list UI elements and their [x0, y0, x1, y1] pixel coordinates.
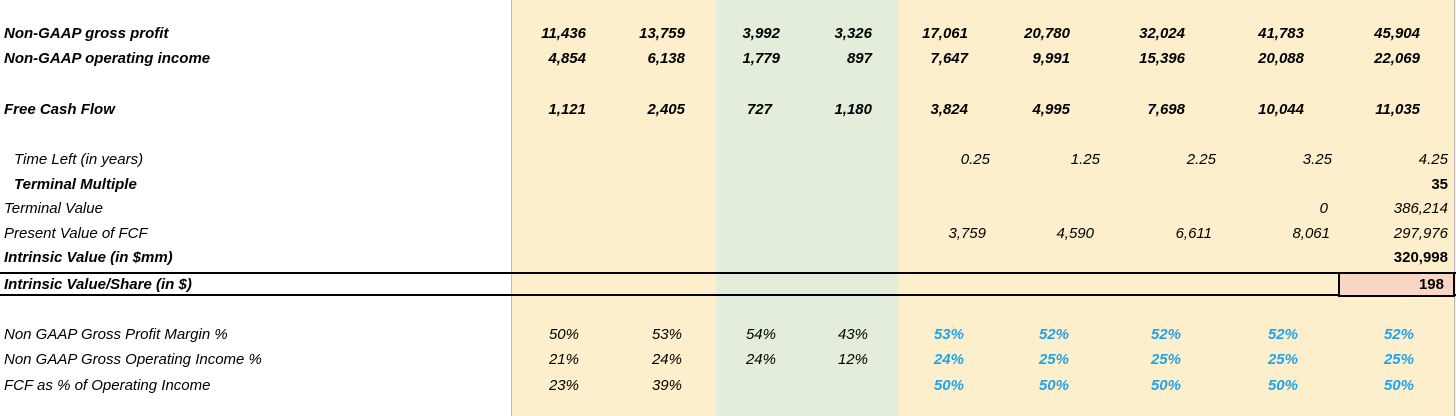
cell[interactable]: 3,326 — [834, 25, 872, 42]
row-operating-margin: Non GAAP Gross Operating Income % 21% 24… — [0, 348, 1456, 372]
row-fcf-pct: FCF as % of Operating Income 23% 39% 50%… — [0, 374, 1456, 398]
row-label: Present Value of FCF — [4, 225, 148, 242]
cell[interactable]: 32,024 — [1139, 25, 1185, 42]
cell[interactable]: 897 — [846, 50, 872, 67]
cell[interactable]: 320,998 — [1393, 249, 1448, 266]
row-free-cash-flow: Free Cash Flow 1,121 2,405 727 1,180 3,8… — [0, 98, 1456, 122]
cell[interactable]: 25% — [1150, 351, 1181, 368]
cell[interactable]: 43% — [837, 326, 868, 343]
intrinsic-value-share-border — [0, 272, 1456, 296]
cell[interactable]: 7,647 — [930, 50, 968, 67]
row-label: Non-GAAP operating income — [4, 50, 211, 67]
cell[interactable]: 386,214 — [1393, 200, 1448, 217]
cell[interactable]: 3,759 — [948, 225, 986, 242]
cell[interactable]: 4.25 — [1418, 151, 1448, 168]
cell[interactable]: 21% — [548, 351, 579, 368]
cell[interactable]: 11,436 — [541, 25, 586, 42]
cell[interactable]: 10,044 — [1258, 101, 1304, 118]
cell[interactable]: 13,759 — [639, 25, 685, 42]
cell[interactable]: 24% — [933, 351, 964, 368]
row-gross-margin: Non GAAP Gross Profit Margin % 50% 53% 5… — [0, 323, 1456, 347]
cell[interactable]: 20,088 — [1258, 50, 1304, 67]
quarter-column-band — [716, 0, 898, 416]
cell[interactable]: 2.25 — [1186, 151, 1216, 168]
cell[interactable]: 35 — [1431, 176, 1448, 193]
cell[interactable]: 39% — [651, 377, 682, 394]
cell[interactable]: 41,783 — [1258, 25, 1304, 42]
row-time-left: Time Left (in years) 0.25 1.25 2.25 3.25… — [0, 148, 1456, 172]
projection-column-band — [898, 0, 1456, 416]
cell[interactable]: 52% — [1383, 326, 1414, 343]
cell[interactable]: 50% — [548, 326, 579, 343]
cell[interactable]: 727 — [746, 101, 772, 118]
row-label: Free Cash Flow — [4, 101, 115, 118]
cell[interactable]: 3,992 — [742, 25, 780, 42]
row-label: Terminal Multiple — [14, 176, 137, 193]
cell[interactable]: 11,035 — [1375, 101, 1420, 118]
cell[interactable]: 17,061 — [922, 25, 968, 42]
row-label: Terminal Value — [4, 200, 103, 217]
row-present-value: Present Value of FCF 3,759 4,590 6,611 8… — [0, 222, 1456, 246]
cell[interactable]: 24% — [651, 351, 682, 368]
cell[interactable]: 4,854 — [548, 50, 586, 67]
cell[interactable]: 3.25 — [1302, 151, 1332, 168]
row-terminal-multiple: Terminal Multiple 35 — [0, 173, 1456, 197]
column-divider — [1454, 0, 1455, 416]
cell[interactable]: 45,904 — [1374, 25, 1420, 42]
cell[interactable]: 23% — [548, 377, 579, 394]
cell[interactable]: 8,061 — [1292, 225, 1330, 242]
row-gross-profit: Non-GAAP gross profit 11,436 13,759 3,99… — [0, 22, 1456, 46]
cell[interactable]: 52% — [1267, 326, 1298, 343]
cell[interactable]: 1.25 — [1070, 151, 1100, 168]
intrinsic-value-share-highlight — [1338, 272, 1455, 297]
row-label: Non GAAP Gross Profit Margin % — [4, 326, 228, 343]
row-label: FCF as % of Operating Income — [4, 377, 211, 394]
cell[interactable]: 6,611 — [1175, 225, 1212, 242]
cell[interactable]: 9,991 — [1032, 50, 1070, 67]
cell[interactable]: 6,138 — [647, 50, 685, 67]
cell[interactable]: 0.25 — [960, 151, 990, 168]
cell[interactable]: 1,180 — [834, 101, 872, 118]
cell[interactable]: 297,976 — [1393, 225, 1448, 242]
cell[interactable]: 15,396 — [1139, 50, 1185, 67]
cell[interactable]: 1,121 — [548, 101, 586, 118]
row-label: Non GAAP Gross Operating Income % — [4, 351, 262, 368]
cell[interactable]: 54% — [745, 326, 776, 343]
cell[interactable]: 25% — [1267, 351, 1298, 368]
cell[interactable]: 7,698 — [1147, 101, 1185, 118]
cell[interactable]: 2,405 — [647, 101, 685, 118]
cell[interactable]: 50% — [1267, 377, 1298, 394]
cell[interactable]: 25% — [1038, 351, 1069, 368]
cell[interactable]: 50% — [1150, 377, 1181, 394]
cell[interactable]: 52% — [1038, 326, 1069, 343]
row-intrinsic-value-share: Intrinsic Value/Share (in $) 198 — [0, 273, 1456, 297]
cell[interactable]: 24% — [745, 351, 776, 368]
cell[interactable]: 0 — [1319, 200, 1328, 217]
cell[interactable]: 22,069 — [1374, 50, 1420, 67]
row-label: Non-GAAP gross profit — [4, 25, 169, 42]
row-label: Intrinsic Value (in $mm) — [4, 249, 173, 266]
cell[interactable]: 50% — [933, 377, 964, 394]
column-divider — [511, 0, 512, 416]
row-terminal-value: Terminal Value 0 386,214 — [0, 197, 1456, 221]
row-intrinsic-value: Intrinsic Value (in $mm) 320,998 — [0, 246, 1456, 270]
cell[interactable]: 4,995 — [1032, 101, 1070, 118]
cell[interactable]: 50% — [1038, 377, 1069, 394]
cell[interactable]: 4,590 — [1056, 225, 1094, 242]
cell[interactable]: 25% — [1383, 351, 1414, 368]
cell[interactable]: 52% — [1150, 326, 1181, 343]
row-label: Time Left (in years) — [14, 151, 144, 168]
historical-column-band — [511, 0, 716, 416]
intrinsic-value-share-cell[interactable]: 198 — [1418, 276, 1444, 293]
cell[interactable]: 20,780 — [1024, 25, 1070, 42]
cell[interactable]: 50% — [1383, 377, 1414, 394]
cell[interactable]: 3,824 — [930, 101, 968, 118]
cell[interactable]: 1,779 — [742, 50, 780, 67]
cell[interactable]: 53% — [651, 326, 682, 343]
row-label: Intrinsic Value/Share (in $) — [4, 276, 192, 293]
cell[interactable]: 12% — [837, 351, 868, 368]
cell[interactable]: 53% — [933, 326, 964, 343]
row-operating-income: Non-GAAP operating income 4,854 6,138 1,… — [0, 47, 1456, 71]
